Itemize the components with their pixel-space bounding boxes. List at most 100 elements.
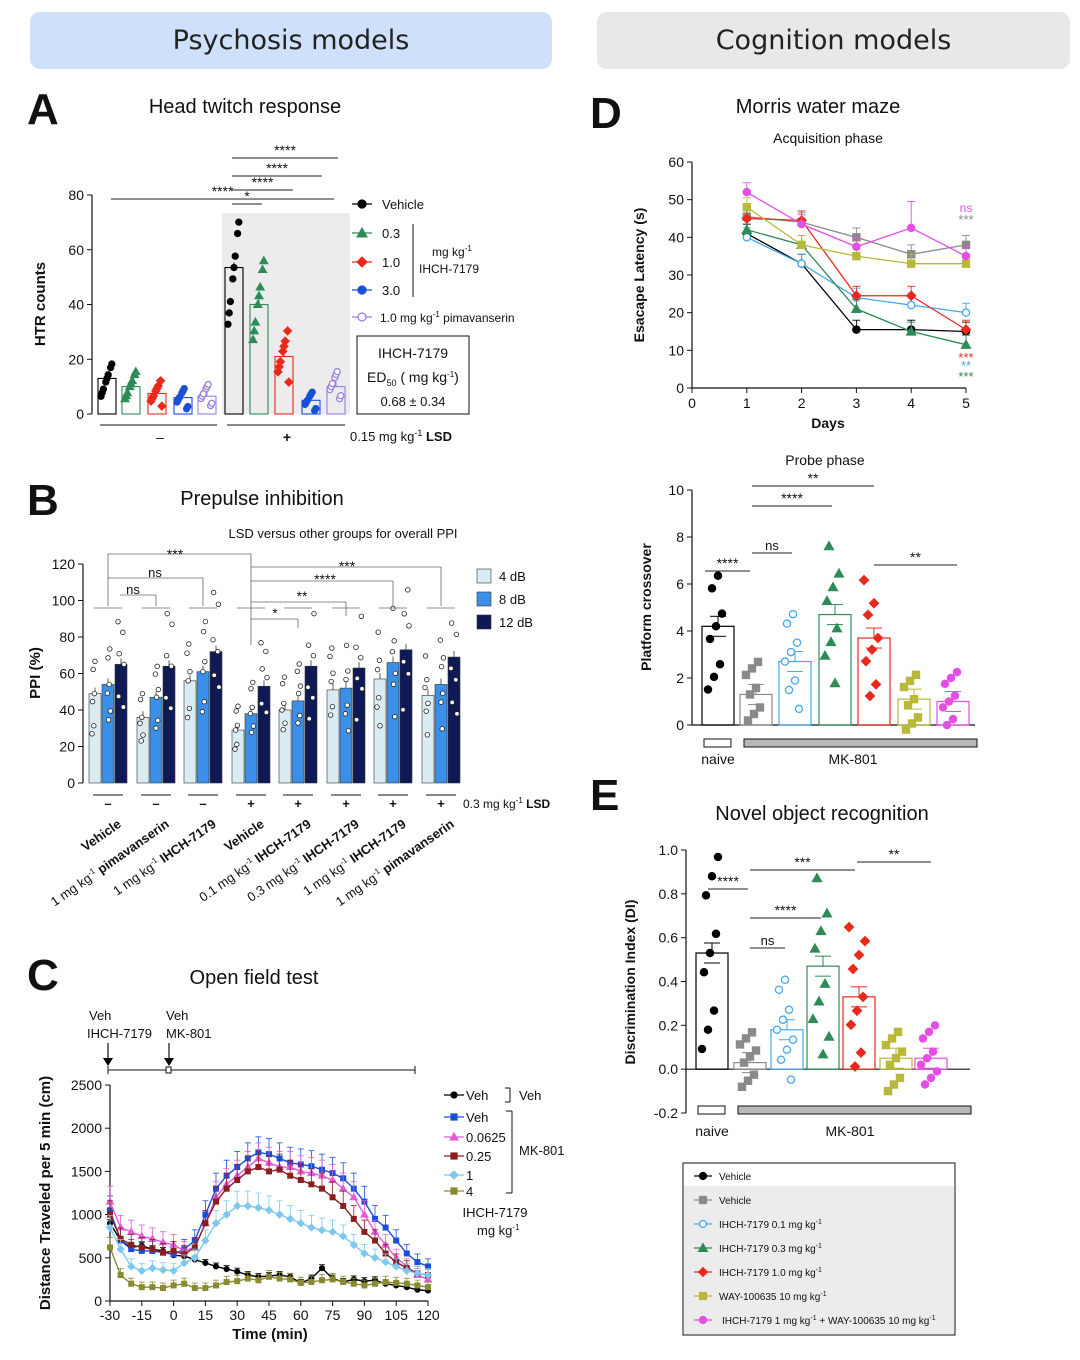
significance-label: **** — [314, 571, 336, 587]
data-point — [120, 704, 127, 710]
ed50-compound: IHCH-7179 — [378, 345, 448, 361]
data-point — [276, 1275, 283, 1282]
data-point — [911, 670, 921, 680]
data-point — [422, 684, 428, 691]
data-point — [121, 661, 127, 668]
data-point — [440, 690, 446, 697]
chart-title: Head twitch response — [149, 96, 341, 118]
data-point — [180, 384, 188, 393]
legend-swatch — [476, 614, 492, 630]
data-point — [310, 652, 317, 659]
data-point — [831, 622, 843, 633]
data-point — [745, 690, 755, 699]
data-point — [233, 708, 239, 714]
data-point — [199, 390, 208, 398]
data-point — [255, 1164, 262, 1171]
data-point — [859, 935, 871, 947]
data-point — [339, 1232, 348, 1241]
data-point — [200, 628, 207, 635]
legend-label: 3.0 — [382, 283, 400, 298]
significance-label: *** — [794, 854, 811, 870]
data-point — [889, 1080, 899, 1089]
legend-marker — [357, 312, 367, 322]
bar — [101, 684, 115, 784]
data-point — [389, 649, 396, 655]
data-point — [148, 391, 159, 401]
data-point — [168, 663, 175, 669]
data-point — [703, 685, 713, 694]
data-point — [104, 371, 112, 379]
data-point — [244, 1275, 251, 1282]
data-point — [899, 682, 909, 692]
data-point — [425, 700, 431, 706]
data-point — [827, 581, 839, 592]
data-point — [749, 1070, 759, 1079]
data-point — [164, 610, 170, 617]
data-point — [263, 709, 270, 716]
data-point — [275, 356, 286, 367]
legend-label: 1.0 — [382, 255, 400, 270]
data-point — [243, 1201, 252, 1211]
data-point — [360, 1249, 369, 1258]
data-point — [930, 1021, 940, 1030]
data-point — [405, 671, 412, 677]
data-point — [295, 720, 301, 726]
data-point — [952, 667, 962, 677]
data-point — [819, 978, 831, 988]
data-point — [926, 1073, 936, 1083]
legend-label: Vehicle — [719, 1196, 752, 1207]
data-point — [858, 574, 870, 586]
x-tick-label: 45 — [261, 1307, 277, 1323]
data-point — [354, 675, 360, 682]
legend-group: MK-801 — [519, 1143, 565, 1158]
significance-label: ** — [961, 358, 971, 373]
data-point — [948, 714, 958, 724]
data-point — [393, 1279, 400, 1286]
data-point — [344, 702, 350, 708]
data-point — [153, 381, 163, 391]
chart-title: Probe phase — [785, 452, 865, 468]
data-point — [403, 1250, 410, 1257]
data-point — [849, 1061, 861, 1072]
data-point — [741, 224, 753, 234]
y-tick-label: 40 — [68, 297, 84, 313]
data-point — [454, 711, 460, 717]
data-point — [115, 693, 122, 700]
data-point — [279, 681, 286, 687]
data-point — [742, 187, 752, 197]
data-point — [895, 1073, 905, 1083]
y-axis-title: Platform crossover — [638, 543, 654, 671]
data-point — [266, 1168, 273, 1175]
y-axis-title: Esacape Latency (s) — [631, 208, 647, 343]
data-point — [130, 366, 141, 376]
data-point — [215, 648, 221, 655]
data-point — [893, 1027, 903, 1037]
data-point — [120, 629, 126, 636]
data-point — [797, 219, 806, 229]
data-point — [250, 679, 256, 686]
data-point — [851, 1005, 863, 1017]
timeline-marker — [165, 1066, 172, 1074]
data-point — [187, 668, 193, 675]
data-point — [250, 316, 261, 326]
data-point — [330, 670, 336, 676]
data-point — [153, 725, 159, 731]
data-point — [202, 1285, 209, 1292]
data-point — [202, 1220, 209, 1227]
y-tick-label: 40 — [59, 702, 75, 718]
data-point — [709, 672, 719, 682]
data-point — [317, 1225, 327, 1235]
data-point — [137, 720, 143, 726]
data-point — [353, 644, 359, 651]
data-point — [815, 925, 827, 936]
data-point — [234, 1268, 241, 1275]
data-point — [210, 637, 216, 643]
data-point — [333, 367, 341, 376]
data-point — [169, 621, 175, 627]
data-point — [438, 664, 445, 670]
bar — [733, 1061, 767, 1070]
data-point — [168, 705, 174, 711]
data-point — [235, 218, 243, 226]
data-point — [160, 1285, 167, 1292]
data-point — [99, 385, 108, 393]
